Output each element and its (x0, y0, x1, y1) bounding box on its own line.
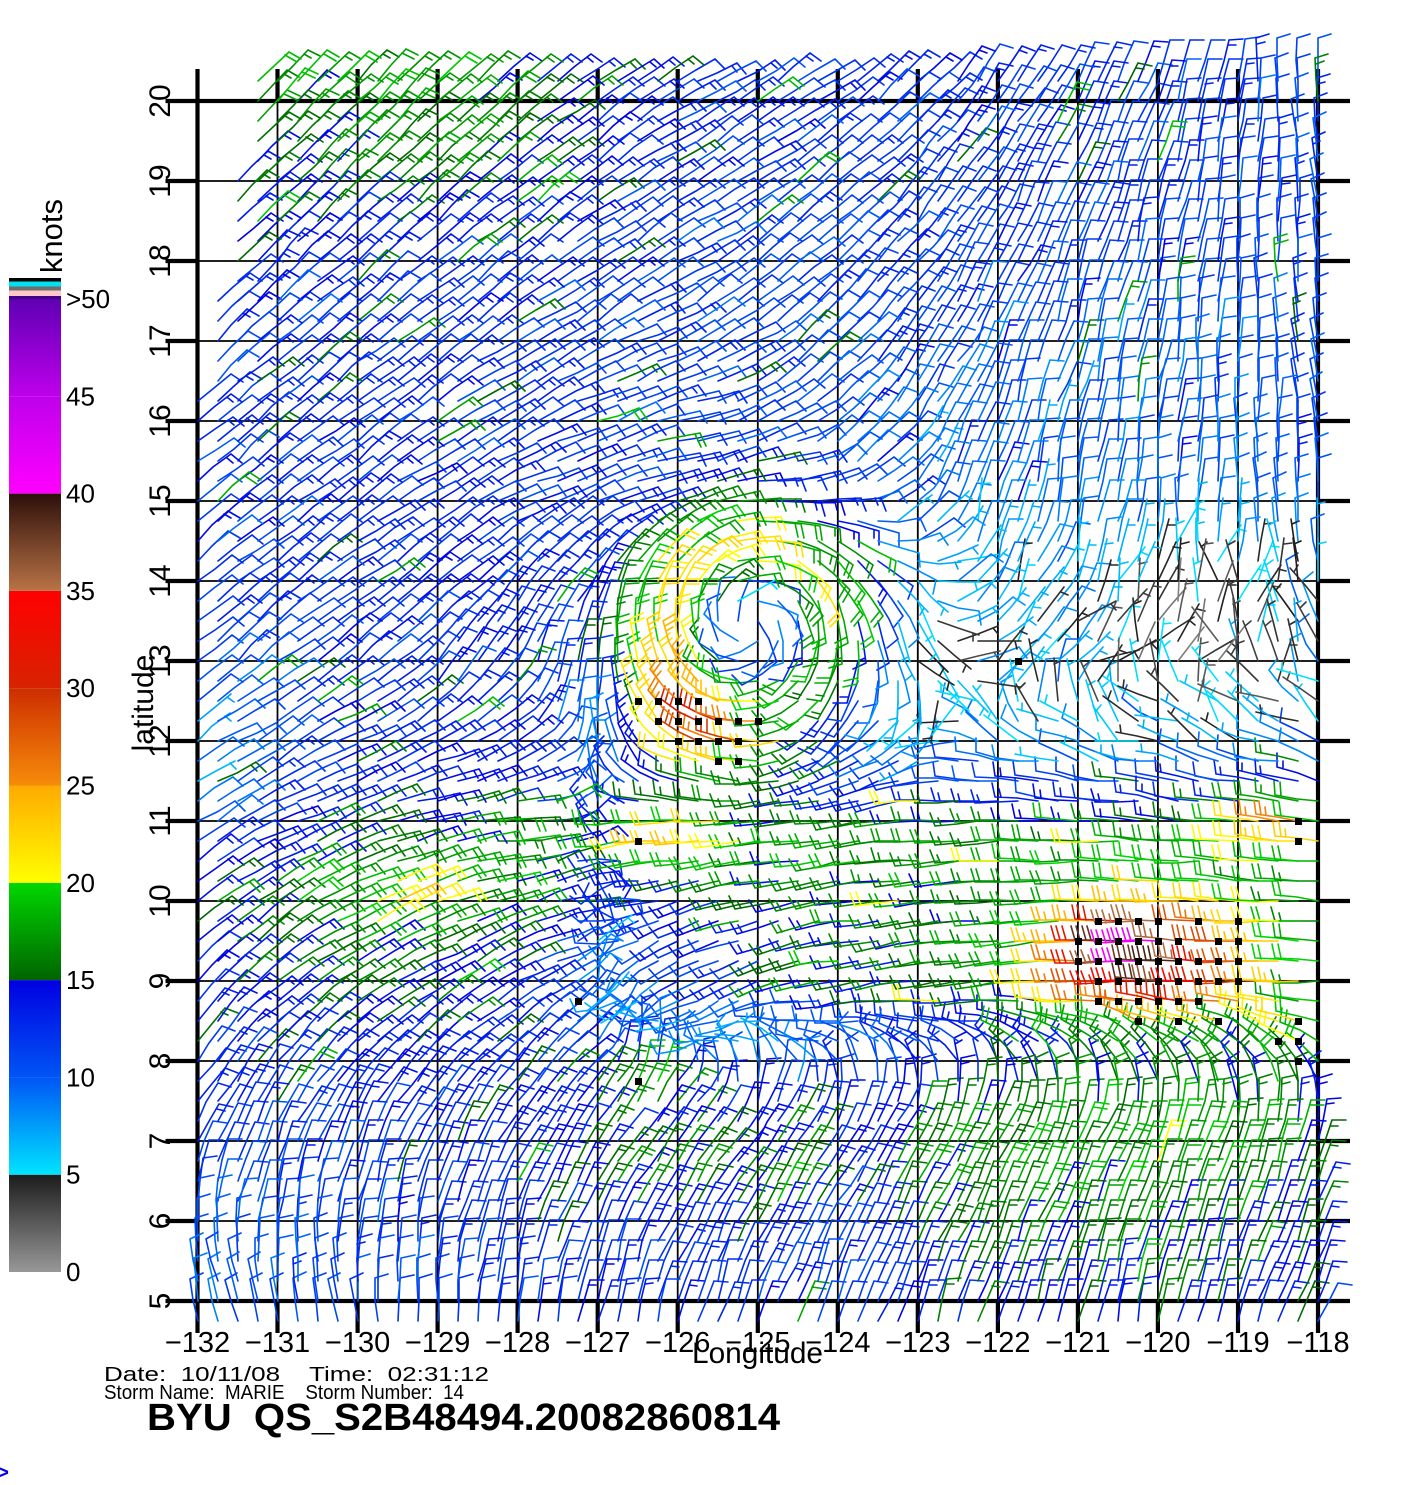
svg-text:25: 25 (66, 771, 95, 801)
svg-text:12: 12 (144, 724, 177, 757)
svg-text:latitude: latitude (127, 655, 160, 752)
svg-text:6: 6 (144, 1213, 177, 1230)
svg-text:5: 5 (144, 1293, 177, 1310)
svg-text:20: 20 (66, 868, 95, 898)
svg-text:−124: −124 (805, 1327, 870, 1359)
svg-text:BYU QS_S2B48494.20082860814: BYU QS_S2B48494.20082860814 (147, 1397, 780, 1439)
svg-text:17: 17 (144, 324, 177, 357)
svg-text:15: 15 (144, 484, 177, 517)
svg-text:Storm Name: MARIE Storm Nu: Storm Name: MARIE Storm Number: 14 (104, 1381, 464, 1404)
svg-text:−128: −128 (485, 1327, 550, 1359)
svg-text:−123: −123 (885, 1327, 950, 1359)
svg-text:11: 11 (144, 805, 177, 836)
svg-text:−121: −121 (1045, 1327, 1110, 1359)
svg-text:10: 10 (144, 884, 177, 917)
svg-text:−127: −127 (565, 1327, 630, 1359)
svg-text:9: 9 (144, 973, 177, 990)
svg-text:−122: −122 (965, 1327, 1030, 1359)
svg-text:14: 14 (144, 564, 177, 597)
svg-text:45: 45 (66, 381, 95, 411)
svg-text:−132: −132 (165, 1327, 230, 1359)
svg-text:Longitude: Longitude (692, 1337, 823, 1370)
svg-text:Date: 10/11/08 Time: 02:3: Date: 10/11/08 Time: 02:31:12 (104, 1363, 489, 1386)
svg-text:−119: −119 (1206, 1327, 1269, 1359)
svg-text:7: 7 (144, 1133, 177, 1150)
svg-text:20: 20 (144, 84, 177, 117)
svg-text:−131: −131 (245, 1327, 310, 1359)
svg-text:35: 35 (66, 576, 95, 606)
svg-text:30: 30 (66, 673, 95, 703)
svg-text:−130: −130 (325, 1327, 390, 1359)
svg-text:5: 5 (66, 1160, 80, 1190)
svg-text:40: 40 (66, 479, 95, 509)
svg-text:knots: knots (34, 199, 69, 273)
svg-text:−120: −120 (1125, 1327, 1190, 1359)
svg-text:>50: >50 (66, 284, 110, 314)
svg-text:16: 16 (144, 404, 177, 437)
svg-text:0: 0 (66, 1257, 80, 1287)
svg-text:−129: −129 (405, 1327, 470, 1359)
svg-text:19: 19 (144, 164, 177, 197)
svg-text:18: 18 (144, 244, 177, 277)
svg-text:13: 13 (144, 644, 177, 677)
svg-text:−125: −125 (725, 1327, 790, 1359)
svg-text:8: 8 (144, 1053, 177, 1070)
svg-text:−126: −126 (645, 1327, 710, 1359)
svg-text:10: 10 (66, 1062, 95, 1092)
svg-text:15: 15 (66, 965, 95, 995)
svg-text:>: > (0, 1456, 10, 1480)
svg-text:−118: −118 (1286, 1327, 1349, 1359)
